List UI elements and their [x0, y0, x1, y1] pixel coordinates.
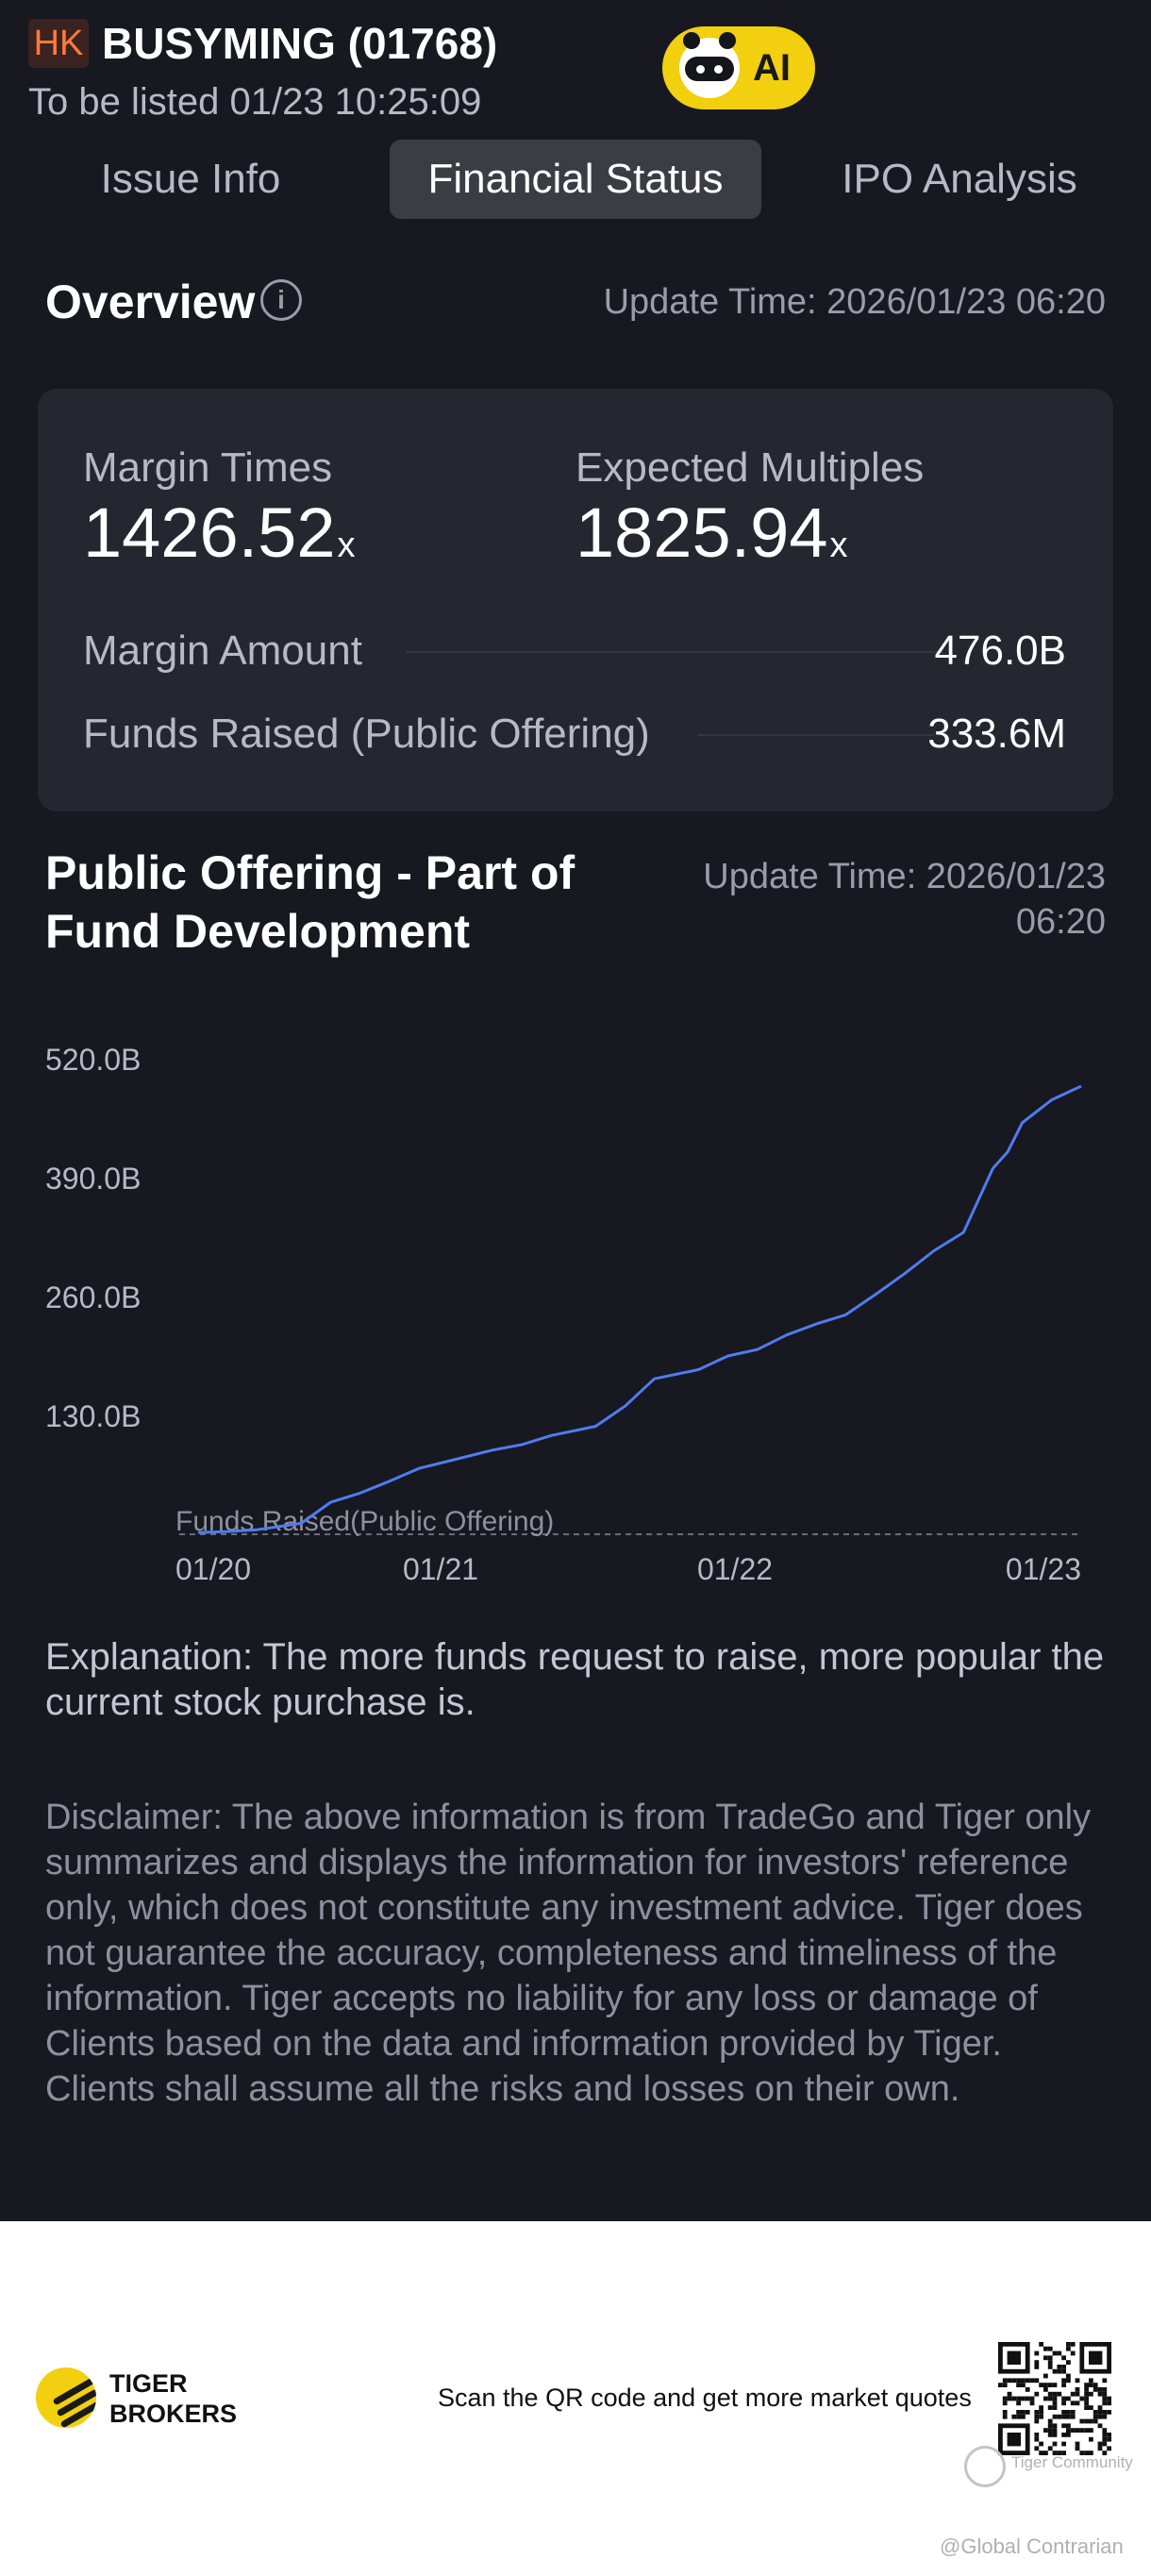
leader-line: [406, 651, 943, 653]
watermark-user: @Global Contrarian: [940, 2534, 1124, 2558]
x-tick-label: 01/22: [697, 1552, 773, 1586]
overview-card: Margin Times 1426.52x Expected Multiples…: [38, 389, 1113, 811]
y-tick-label: 390.0B: [45, 1162, 141, 1196]
fund-development-title: Public Offering - Part of Fund Developme…: [45, 846, 576, 958]
funds-raised-value: 333.6M: [927, 711, 1066, 757]
stock-name: BUSYMING (01768): [102, 19, 498, 68]
margin-amount-label: Margin Amount: [83, 627, 362, 674]
watermark-community: Tiger Community: [1011, 2453, 1133, 2471]
tab-ipo-analysis[interactable]: IPO Analysis: [842, 156, 1077, 202]
fund-development-chart: 520.0B 390.0B 260.0B 130.0B Funds Raised(Pub…: [0, 1019, 1151, 1604]
tab-issue-info[interactable]: Issue Info: [100, 156, 281, 202]
ai-assistant-button[interactable]: AI: [662, 26, 815, 109]
ai-label: AI: [753, 47, 791, 89]
expected-multiples-value: 1825.94x: [576, 493, 848, 572]
expected-multiples-label: Expected Multiples: [576, 444, 925, 491]
listing-countdown: To be listed 01/23 10:25:09: [28, 81, 482, 123]
share-footer: TIGER BROKERS Scan the QR code and get m…: [0, 2221, 1151, 2576]
leader-line: [698, 734, 934, 736]
margin-times-label: Margin Times: [83, 444, 333, 491]
robot-mascot-icon: [679, 32, 740, 98]
x-tick-label: 01/21: [403, 1552, 478, 1586]
funds-raised-label: Funds Raised (Public Offering): [83, 711, 650, 757]
app-background: [0, 0, 1151, 2221]
disclaimer-text: Disclaimer: The above information is fro…: [45, 1798, 1092, 2109]
tab-financial-status[interactable]: Financial Status: [390, 140, 761, 219]
y-tick-label: 520.0B: [45, 1043, 141, 1077]
tiger-brokers-logo-icon: [36, 2367, 96, 2428]
brand-name: TIGER BROKERS: [109, 2369, 238, 2428]
y-tick-label: 260.0B: [45, 1280, 141, 1314]
explanation-text: Explanation: The more funds request to r…: [45, 1636, 1105, 1723]
tiger-community-watermark-icon: [964, 2446, 1006, 2487]
series-line: [197, 1084, 1082, 1534]
margin-amount-value: 476.0B: [934, 627, 1066, 674]
info-icon[interactable]: i: [260, 279, 302, 321]
scan-qr-text: Scan the QR code and get more market quo…: [438, 2384, 972, 2412]
market-badge: HK: [28, 19, 89, 68]
overview-update-time: Update Time: 2026/01/23 06:20: [603, 282, 1106, 322]
margin-times-value: 1426.52x: [83, 493, 356, 572]
y-tick-label: 130.0B: [45, 1399, 141, 1433]
overview-title: Overview: [45, 276, 256, 328]
tab-bar: Issue Info Financial Status IPO Analysis: [0, 140, 1151, 219]
fund-update-time: Update Time: 2026/01/23 06:20: [703, 857, 1106, 942]
x-tick-label: 01/23: [1006, 1552, 1081, 1586]
qr-code-icon[interactable]: [998, 2342, 1111, 2455]
x-tick-label: 01/20: [175, 1552, 251, 1586]
